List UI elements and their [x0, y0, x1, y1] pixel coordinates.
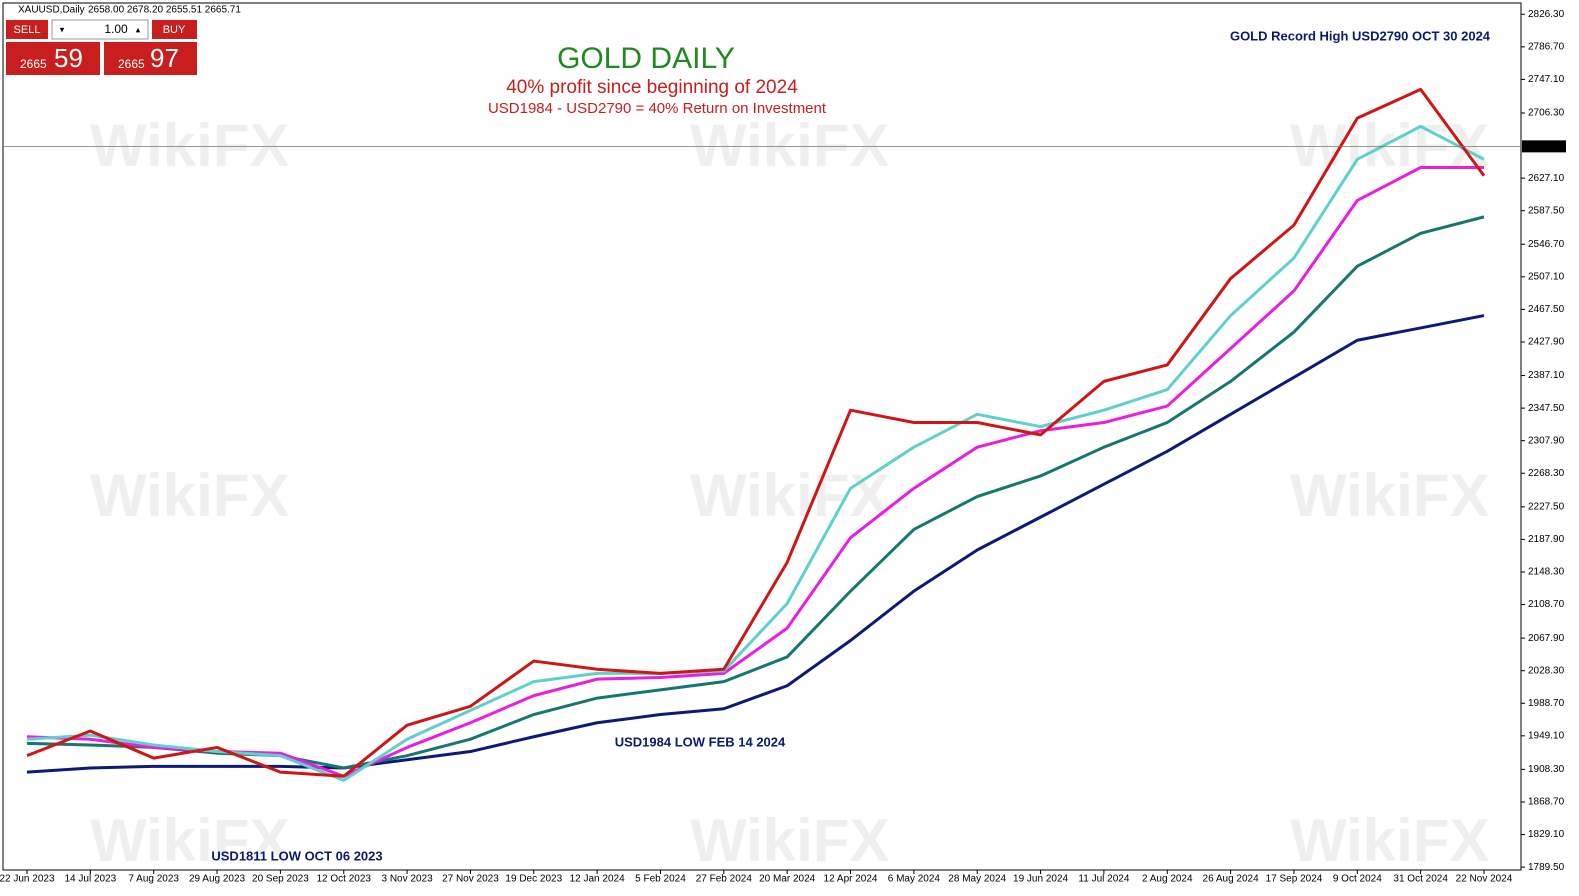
- lot-up[interactable]: ▴: [136, 24, 141, 34]
- x-tick-label: 7 Aug 2023: [128, 874, 179, 885]
- y-tick-label: 2467.50: [1528, 304, 1565, 315]
- current-price-box: [1522, 140, 1566, 153]
- x-tick-label: 11 Jul 2024: [1078, 874, 1129, 885]
- y-tick-label: 2747.10: [1528, 74, 1565, 85]
- x-tick-label: 12 Apr 2024: [824, 874, 878, 885]
- chart-subtitle: 40% profit since beginning of 2024: [506, 77, 798, 98]
- watermark: WikiFX: [90, 807, 289, 874]
- y-tick-label: 2786.70: [1528, 41, 1565, 52]
- ma-line: [26, 166, 1484, 778]
- y-tick-label: 2347.50: [1528, 403, 1565, 414]
- ma-line: [26, 314, 1485, 774]
- y-tick-label: 1949.10: [1528, 730, 1565, 741]
- buy-button[interactable]: [152, 20, 197, 39]
- y-tick-label: 2187.90: [1528, 534, 1565, 545]
- y-tick-label: 2148.30: [1528, 567, 1565, 578]
- x-tick-label: 12 Oct 2023: [316, 874, 371, 885]
- watermark: WikiFX: [90, 462, 289, 529]
- lot-down[interactable]: ▾: [60, 24, 65, 34]
- x-tick-label: 22 Nov 2024: [1456, 874, 1513, 885]
- sell-price-big[interactable]: 2665: [20, 57, 47, 71]
- y-tick-label: 2067.90: [1528, 633, 1565, 644]
- x-tick-label: 27 Feb 2024: [696, 874, 753, 885]
- x-tick-label: 27 Nov 2023: [442, 874, 499, 885]
- y-tick-label: 1829.10: [1528, 829, 1565, 840]
- x-tick-label: 12 Jan 2024: [570, 874, 625, 885]
- y-tick-label: 2387.10: [1528, 370, 1565, 381]
- x-tick-label: 29 Aug 2023: [189, 874, 246, 885]
- y-tick-label: 2268.30: [1528, 468, 1565, 479]
- annotation: GOLD Record High USD2790 OCT 30 2024: [1230, 28, 1491, 43]
- y-tick-label: 2427.90: [1528, 337, 1565, 348]
- chart-subtitle: USD1984 - USD2790 = 40% Return on Invest…: [488, 100, 827, 117]
- lot-value[interactable]: 1.00: [104, 22, 128, 36]
- y-tick-label: 2028.30: [1528, 665, 1565, 676]
- current-price-label: 2665.71: [1525, 141, 1562, 152]
- ma-line: [26, 87, 1486, 778]
- watermark: WikiFX: [690, 462, 889, 529]
- y-tick-label: 1789.50: [1528, 862, 1565, 873]
- y-tick-label: 2507.10: [1528, 271, 1565, 282]
- x-tick-label: 14 Jul 2023: [64, 874, 116, 885]
- x-tick-label: 3 Nov 2023: [382, 874, 434, 885]
- watermark: WikiFX: [90, 112, 289, 179]
- trade-panel: SELL ▾ ▴ 1.00 BUY 2665 59 2665 97: [6, 19, 197, 75]
- x-tick-label: 19 Jun 2024: [1013, 874, 1068, 885]
- x-tick-label: 22 Jun 2023: [0, 874, 55, 885]
- x-tick-label: 6 May 2024: [888, 874, 941, 885]
- watermark: WikiFX: [1290, 462, 1489, 529]
- annotation: USD1984 LOW FEB 14 2024: [615, 734, 786, 749]
- watermark: WikiFX: [690, 112, 889, 179]
- y-tick-label: 2826.30: [1528, 9, 1565, 20]
- sell-price-small[interactable]: 59: [54, 43, 83, 73]
- x-tick-label: 5 Feb 2024: [635, 874, 686, 885]
- x-tick-label: 20 Mar 2024: [759, 874, 816, 885]
- y-tick-label: 2627.10: [1528, 173, 1565, 184]
- x-tick-label: 17 Sep 2024: [1266, 874, 1323, 885]
- y-tick-label: 2108.70: [1528, 599, 1565, 610]
- chart-title: GOLD DAILY: [557, 42, 735, 75]
- buy-price-small[interactable]: 97: [150, 43, 179, 73]
- y-tick-label: 1908.30: [1528, 764, 1565, 775]
- buy-label[interactable]: BUY: [163, 24, 186, 36]
- sell-price-box[interactable]: [6, 42, 100, 75]
- lot-input[interactable]: [51, 19, 149, 40]
- x-tick-label: 2 Aug 2024: [1142, 874, 1193, 885]
- y-tick-label: 2546.70: [1528, 239, 1565, 250]
- sell-button[interactable]: [6, 20, 48, 39]
- x-tick-label: 9 Oct 2024: [1333, 874, 1382, 885]
- x-tick-label: 20 Sep 2023: [252, 874, 309, 885]
- annotation: USD1811 LOW OCT 06 2023: [211, 848, 382, 863]
- y-tick-label: 1988.70: [1528, 698, 1565, 709]
- ohlc-label: 2658.00 2678.20 2655.51 2665.71: [88, 5, 241, 16]
- watermark: WikiFX: [1290, 807, 1489, 874]
- watermark: WikiFX: [690, 807, 889, 874]
- x-tick-label: 28 May 2024: [948, 874, 1006, 885]
- ma-line: [26, 124, 1485, 782]
- plot-area: [2, 2, 1522, 871]
- buy-price-box[interactable]: [104, 42, 197, 75]
- x-tick-label: 19 Dec 2023: [505, 874, 562, 885]
- y-tick-label: 1868.70: [1528, 797, 1565, 808]
- y-tick-label: 2307.90: [1528, 435, 1565, 446]
- y-tick-label: 2227.50: [1528, 501, 1565, 512]
- x-tick-label: 31 Oct 2024: [1393, 874, 1448, 885]
- sell-label[interactable]: SELL: [14, 24, 41, 36]
- symbol-label: XAUUSD,Daily: [18, 5, 85, 16]
- x-tick-label: 26 Aug 2024: [1203, 874, 1260, 885]
- y-tick-label: 2587.50: [1528, 205, 1565, 216]
- y-tick-label: 2706.30: [1528, 108, 1565, 119]
- buy-price-big[interactable]: 2665: [118, 57, 145, 71]
